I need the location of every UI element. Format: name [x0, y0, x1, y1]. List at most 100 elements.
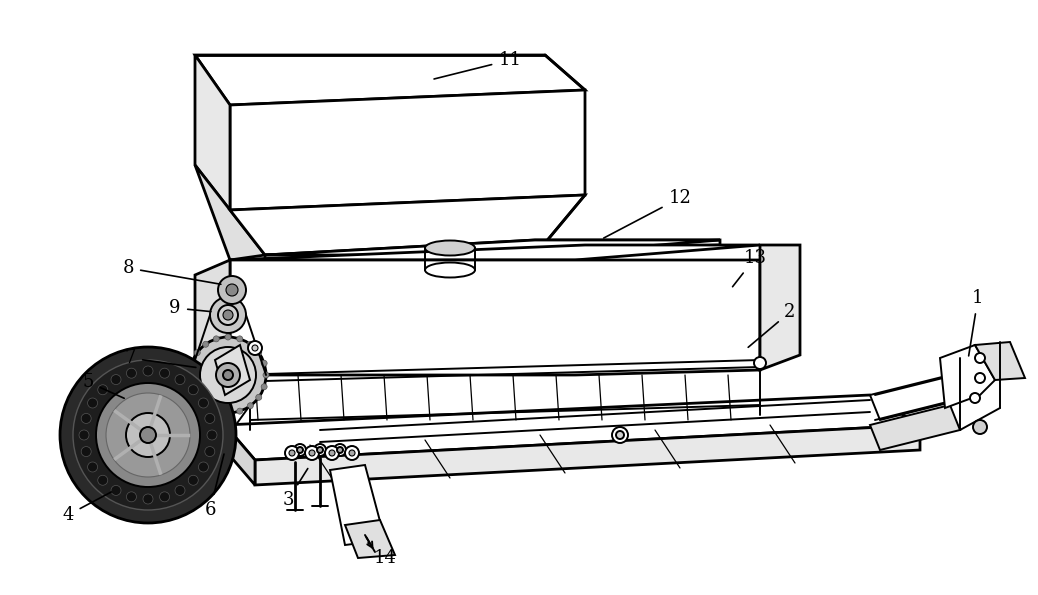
Text: 12: 12: [604, 189, 691, 238]
Circle shape: [204, 414, 215, 424]
Circle shape: [754, 357, 766, 369]
Circle shape: [237, 408, 243, 414]
Circle shape: [325, 446, 339, 460]
Circle shape: [225, 334, 231, 340]
Circle shape: [188, 475, 198, 486]
Circle shape: [213, 408, 219, 414]
Circle shape: [309, 450, 315, 456]
Circle shape: [969, 393, 980, 403]
Text: 8: 8: [122, 259, 221, 284]
Circle shape: [127, 492, 136, 502]
Circle shape: [612, 427, 628, 443]
Circle shape: [255, 394, 262, 400]
Circle shape: [106, 393, 190, 477]
Circle shape: [213, 336, 219, 342]
Polygon shape: [265, 240, 720, 255]
Circle shape: [246, 374, 254, 382]
Polygon shape: [195, 165, 265, 260]
Polygon shape: [230, 245, 760, 260]
Circle shape: [297, 447, 303, 453]
Polygon shape: [265, 240, 720, 255]
Circle shape: [294, 444, 306, 456]
Circle shape: [242, 370, 258, 386]
Circle shape: [198, 398, 209, 408]
Circle shape: [98, 385, 108, 394]
Text: 13: 13: [733, 249, 766, 287]
Circle shape: [81, 414, 91, 424]
Text: 3: 3: [282, 468, 308, 509]
Circle shape: [143, 494, 153, 504]
Circle shape: [87, 398, 98, 408]
Circle shape: [225, 410, 231, 416]
Circle shape: [345, 446, 359, 460]
Polygon shape: [215, 345, 250, 395]
Circle shape: [285, 446, 299, 460]
Circle shape: [79, 430, 89, 440]
Polygon shape: [230, 90, 585, 210]
Circle shape: [202, 403, 209, 409]
Polygon shape: [870, 405, 960, 450]
Circle shape: [216, 363, 240, 387]
Circle shape: [247, 403, 253, 409]
Polygon shape: [975, 342, 1025, 380]
Circle shape: [200, 347, 256, 403]
Circle shape: [143, 366, 153, 376]
Circle shape: [975, 373, 985, 383]
Circle shape: [111, 486, 121, 496]
Polygon shape: [225, 425, 255, 485]
Circle shape: [187, 372, 193, 378]
Circle shape: [175, 486, 185, 496]
Circle shape: [616, 431, 624, 439]
Circle shape: [175, 375, 185, 384]
Circle shape: [207, 430, 217, 440]
Text: 4: 4: [62, 492, 111, 524]
Polygon shape: [225, 395, 920, 460]
Circle shape: [202, 342, 209, 347]
Ellipse shape: [425, 262, 475, 277]
Circle shape: [60, 347, 236, 523]
Polygon shape: [195, 55, 230, 210]
Circle shape: [218, 276, 246, 304]
Circle shape: [289, 450, 295, 456]
Circle shape: [73, 360, 223, 510]
Circle shape: [975, 353, 985, 363]
Circle shape: [317, 447, 323, 453]
Text: 14: 14: [368, 543, 397, 567]
Circle shape: [337, 447, 343, 453]
Text: 7: 7: [125, 349, 196, 367]
Circle shape: [194, 394, 200, 400]
Circle shape: [87, 462, 98, 472]
Circle shape: [190, 337, 266, 413]
Circle shape: [140, 427, 156, 443]
Circle shape: [95, 383, 200, 487]
Circle shape: [188, 385, 198, 394]
Circle shape: [329, 450, 335, 456]
Circle shape: [223, 370, 233, 380]
Circle shape: [263, 372, 269, 378]
Circle shape: [126, 413, 170, 457]
Text: 2: 2: [748, 303, 796, 347]
Polygon shape: [230, 260, 760, 375]
Circle shape: [223, 310, 233, 320]
Circle shape: [81, 447, 91, 456]
Circle shape: [194, 350, 200, 356]
Text: 6: 6: [204, 454, 224, 519]
Polygon shape: [195, 260, 230, 390]
Polygon shape: [330, 465, 385, 545]
Polygon shape: [255, 425, 920, 485]
Circle shape: [315, 444, 326, 456]
Circle shape: [247, 342, 253, 347]
Circle shape: [189, 360, 195, 367]
Circle shape: [255, 350, 262, 356]
Polygon shape: [230, 195, 585, 255]
Text: 5: 5: [82, 373, 125, 398]
Polygon shape: [870, 375, 960, 420]
Circle shape: [111, 375, 121, 384]
Circle shape: [262, 360, 267, 367]
Circle shape: [349, 450, 355, 456]
Ellipse shape: [425, 240, 475, 255]
Circle shape: [973, 420, 987, 434]
Polygon shape: [265, 240, 720, 260]
Circle shape: [198, 462, 209, 472]
Circle shape: [204, 447, 215, 456]
